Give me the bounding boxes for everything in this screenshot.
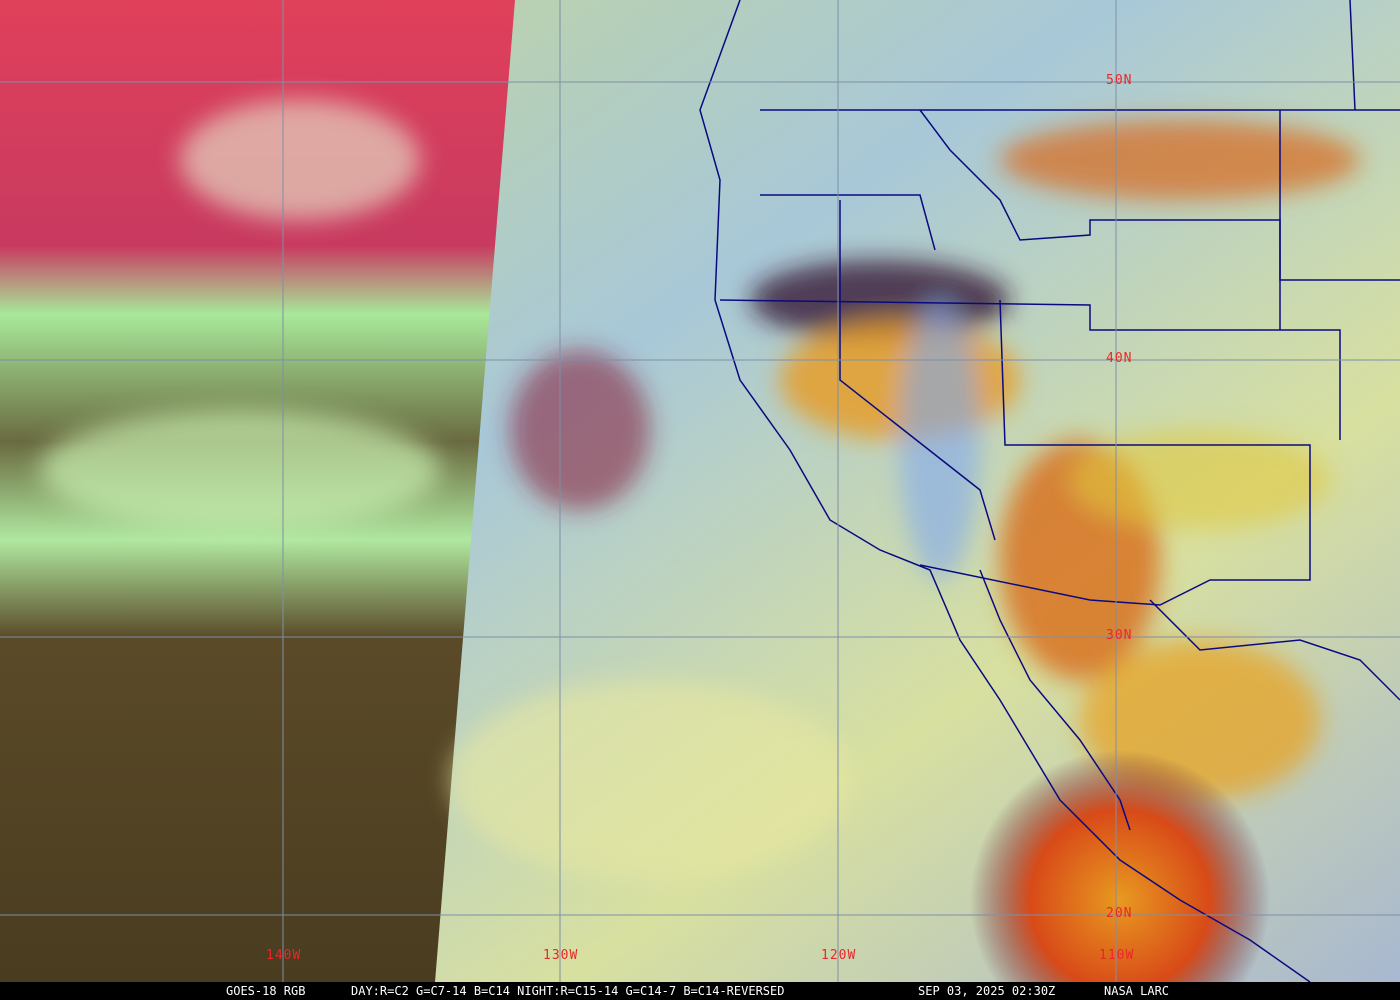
credit: NASA LARC xyxy=(1104,984,1170,998)
lat-label-50n: 50N xyxy=(1106,73,1133,88)
lat-label-20n: 20N xyxy=(1106,906,1133,921)
tropical-storm xyxy=(970,750,1270,982)
lat-label-30n: 30N xyxy=(1106,628,1133,643)
lon-label-110w: 110W xyxy=(1099,948,1135,963)
lat-label-40n: 40N xyxy=(1106,351,1133,366)
timestamp: SEP 03, 2025 02:30Z xyxy=(918,984,1056,998)
political-boundaries xyxy=(699,0,1400,982)
lon-label-130w: 130W xyxy=(543,948,579,963)
satellite-name: GOES-18 RGB xyxy=(226,984,306,998)
image-caption-bar: GOES-18 RGB DAY:R=C2 G=C7-14 B=C14 NIGHT… xyxy=(0,982,1400,1000)
rgb-recipe: DAY:R=C2 G=C7-14 B=C14 NIGHT:R=C15-14 G=… xyxy=(351,984,785,998)
lon-label-120w: 120W xyxy=(821,948,857,963)
lon-label-140w: 140W xyxy=(266,948,302,963)
